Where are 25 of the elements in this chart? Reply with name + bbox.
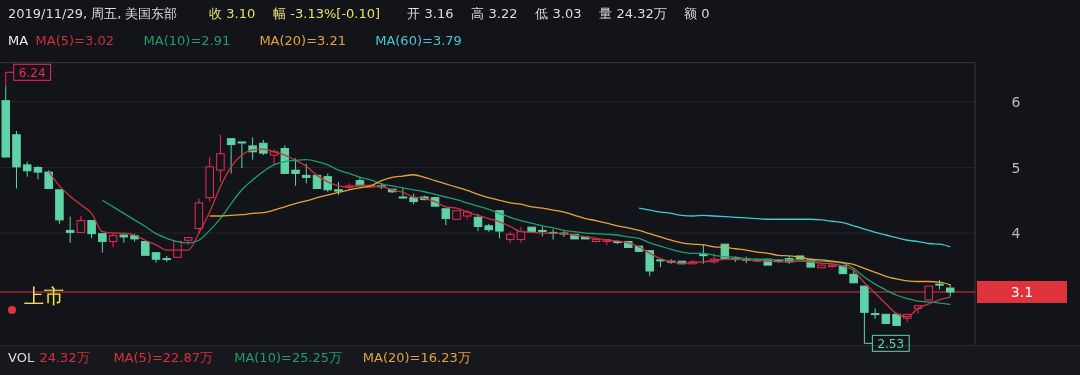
text: VOL: [8, 350, 35, 365]
text: MA(10)=25.25万: [234, 350, 343, 365]
text: MA(5)=22.87万: [113, 350, 214, 365]
text: 幅 -3.13%[-0.10]: [273, 6, 381, 21]
text: 24.32万: [39, 350, 90, 365]
annotation: 上市: [24, 284, 64, 308]
text: 高 3.22: [471, 6, 518, 21]
legend-title: MA: [8, 33, 29, 48]
text: MA(20)=3.21: [259, 33, 347, 48]
text: MA(5)=3.02: [35, 33, 114, 48]
text: 低 3.03: [535, 6, 582, 21]
text: 额 0: [684, 6, 710, 21]
text: 量 24.32万: [599, 6, 667, 21]
annotation: 6.24: [18, 65, 46, 80]
text: MA(20)=16.23万: [362, 350, 471, 365]
y-tick-label: 6: [1011, 94, 1021, 111]
text: 收 3.10: [209, 6, 256, 21]
y-tick-label: 4: [1011, 225, 1021, 242]
text: MA(60)=3.79: [375, 33, 462, 48]
chart-title: 2019/11/29, 周五, 美国东部: [8, 6, 178, 21]
text: MA(10)=2.91: [143, 33, 231, 48]
text: 开 3.16: [407, 6, 454, 21]
annotation: 2.53: [877, 336, 905, 351]
y-tick-label: 5: [1011, 159, 1021, 176]
ref-line-label: 3.1: [1010, 283, 1034, 300]
